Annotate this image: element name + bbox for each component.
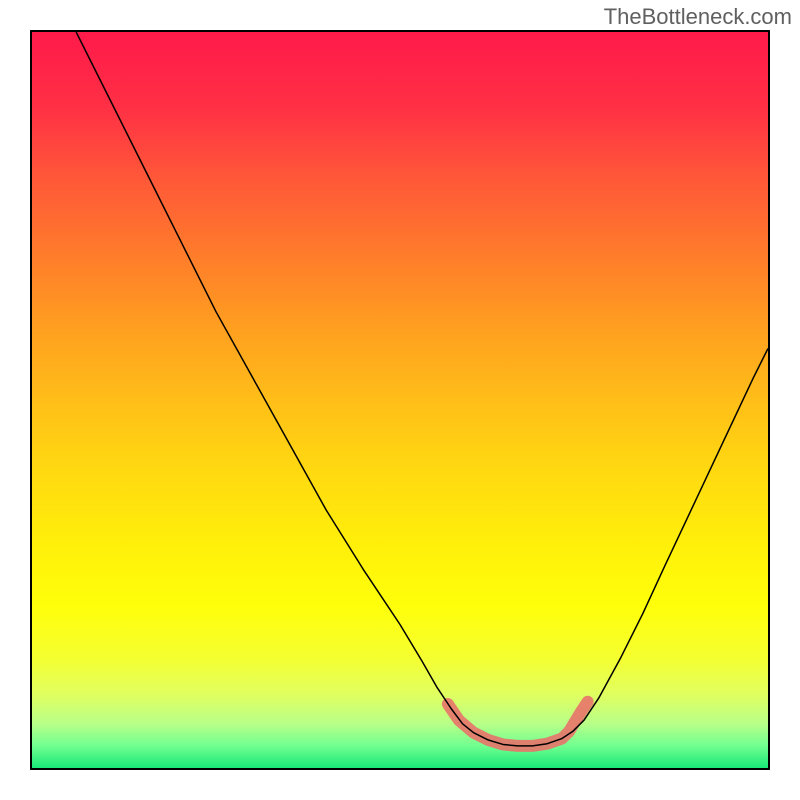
chart-container: TheBottleneck.com [0, 0, 800, 800]
gradient-background [32, 32, 768, 768]
chart-frame [30, 30, 770, 770]
watermark-text: TheBottleneck.com [604, 4, 792, 30]
bottleneck-curve-chart [32, 32, 768, 768]
